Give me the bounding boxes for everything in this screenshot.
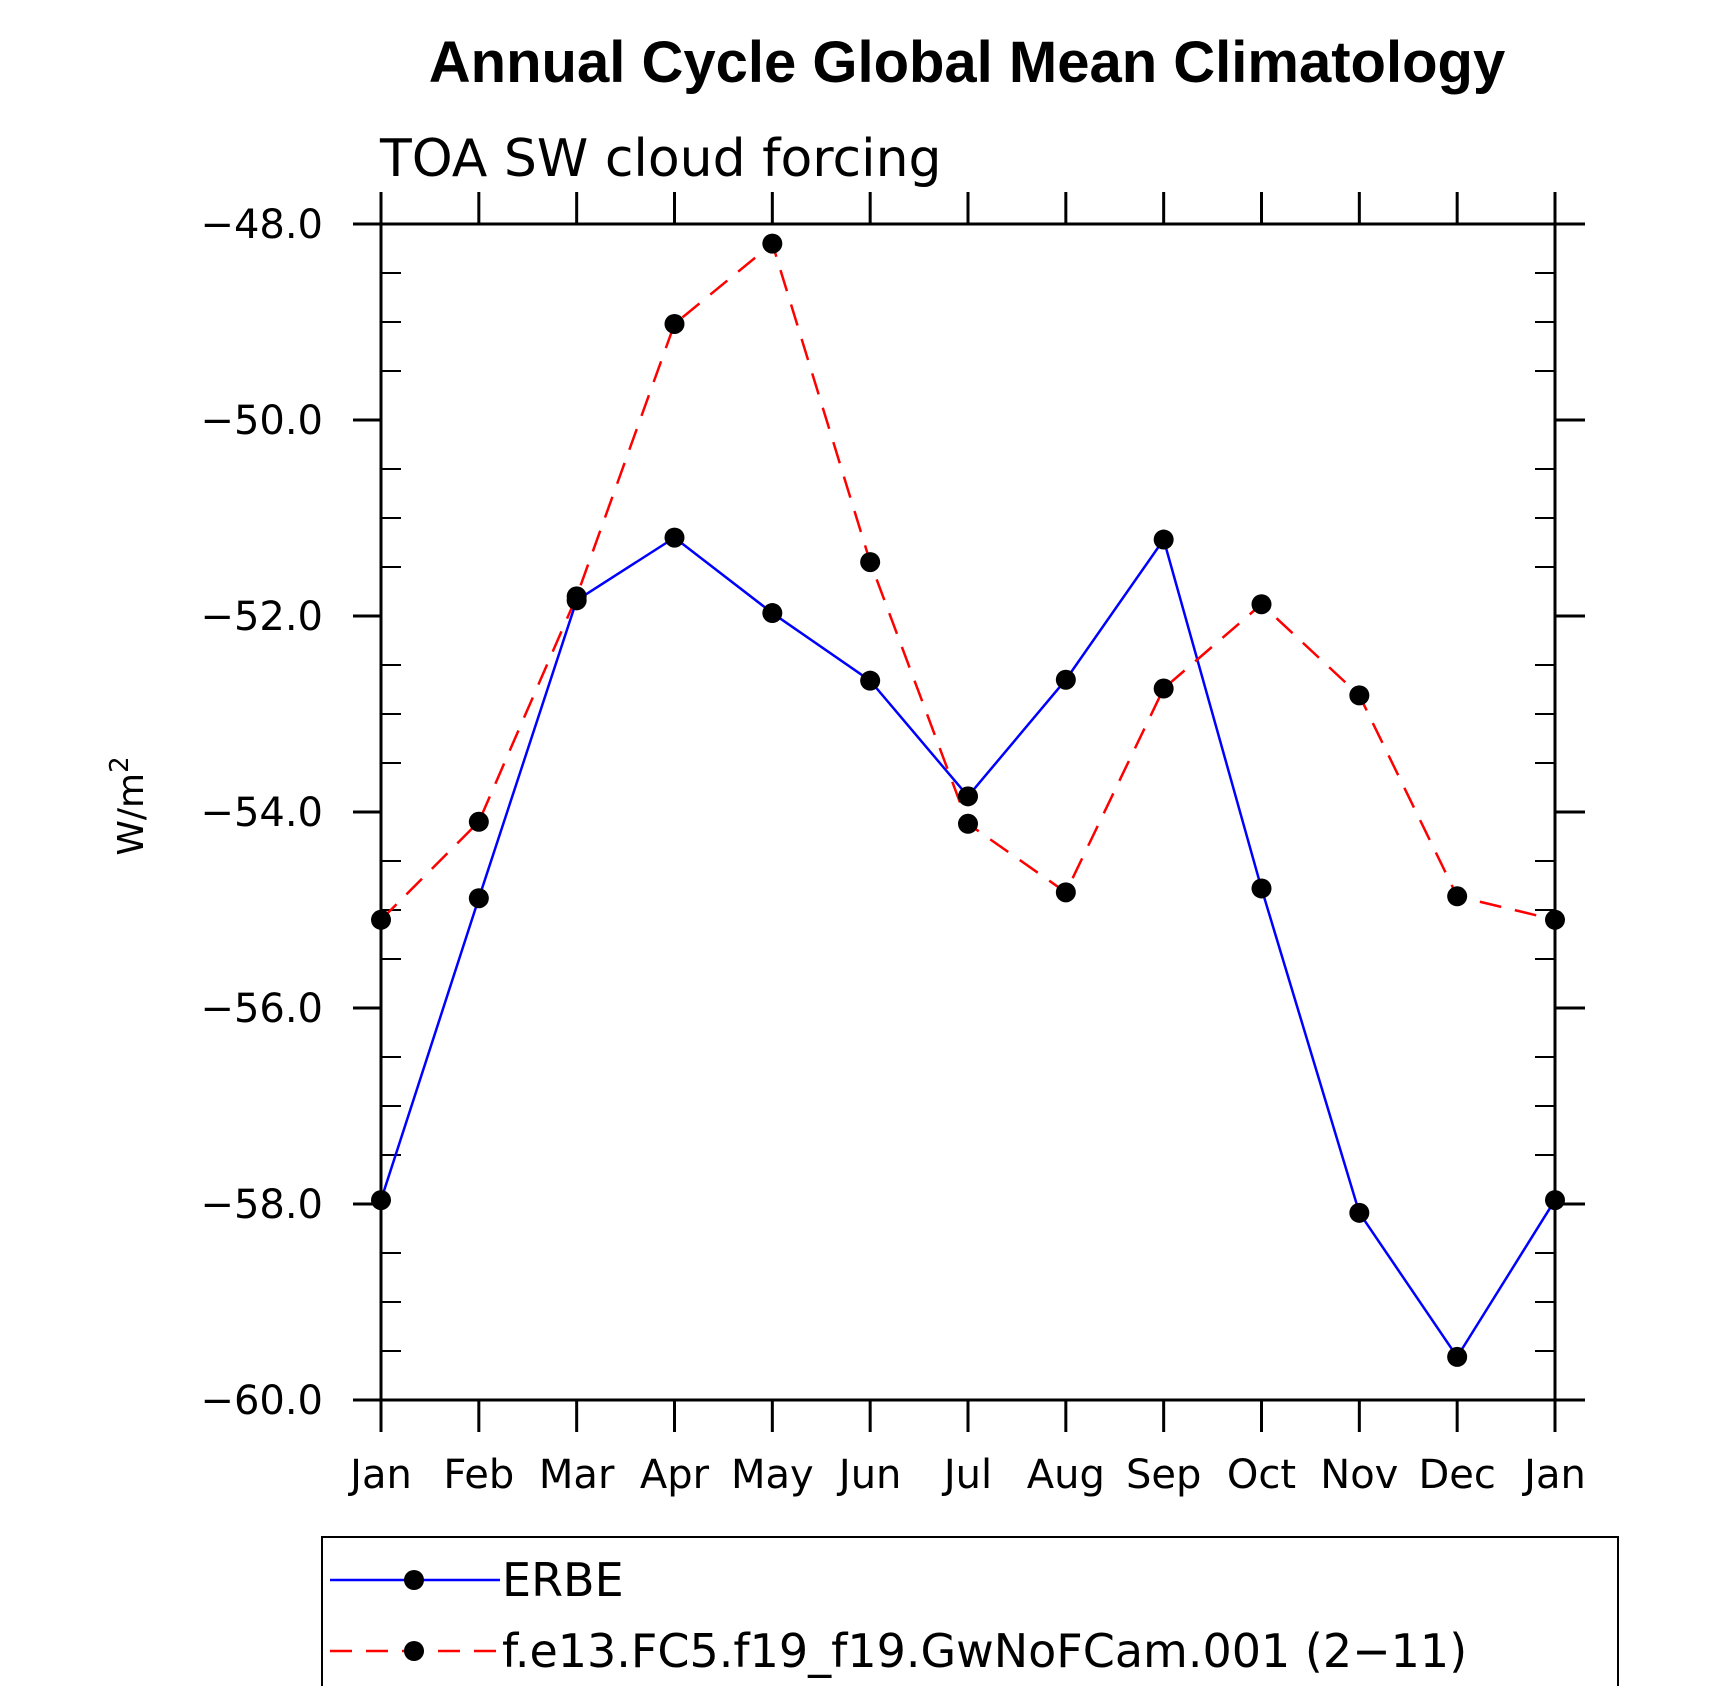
series-2-point [371,909,391,930]
y-axis-label-superscript: 2 [105,756,135,773]
series-2-point [1447,886,1468,907]
series-2-point [958,813,978,834]
x-tick-label: Sep [1126,1452,1201,1498]
chart-title: Annual Cycle Global Mean Climatology [429,30,1505,95]
y-tick-label: −52.0 [200,594,323,640]
chart-subtitle: TOA SW cloud forcing [379,129,942,189]
y-axis-label: W/m2 [105,756,152,855]
series-line-1 [379,536,1557,1360]
y-tick-label: −60.0 [200,1378,323,1424]
legend: ERBE f.e13.FC5.f19_f19.GwNoFCam.001 (2−11… [321,1536,1619,1686]
series-2-point [566,586,587,607]
series-1-point [1153,529,1174,550]
x-tick-label: May [731,1452,814,1498]
series-1-point [1349,1202,1370,1223]
legend-box [321,1536,1619,1686]
series-2-point [468,811,489,832]
series-1-point [468,888,489,909]
series-1-point [664,527,685,548]
y-tick-label: −58.0 [200,1182,323,1228]
series-1-point [762,603,783,624]
series-2-point [664,313,685,334]
x-tick-label: Jan [1521,1452,1586,1498]
y-tick-label: −48.0 [200,202,323,248]
x-tick-label: Jun [836,1452,902,1498]
series-1-point [371,1190,391,1211]
series-1-point [958,786,978,807]
y-tick-label: −54.0 [200,790,323,836]
series-2-point [1545,909,1565,930]
x-tick-label: Aug [1027,1452,1105,1498]
legend-marker-2 [404,1641,424,1661]
legend-label-2: f.e13.FC5.f19_f19.GwNoFCam.001 (2−11) [502,1624,1467,1678]
legend-label-1: ERBE [502,1553,624,1607]
series-layer [371,233,1565,1367]
x-tick-label: Apr [640,1452,710,1498]
axes: Jan Feb Mar Apr May Jun Jul Aug Sep Oct Nov Dec Jan−… [200,192,1586,1498]
legend-marker-1 [404,1570,424,1590]
series-2-point [762,233,783,254]
y-tick-label: −56.0 [200,986,323,1032]
series-2-point [1153,678,1174,699]
series-2-point [1251,594,1272,615]
plot-frame [379,222,1557,1402]
x-tick-label: Dec [1418,1452,1495,1498]
series-2-point [1349,685,1370,706]
x-tick-label: Oct [1227,1452,1296,1498]
series-1-point [860,670,881,691]
x-tick-label: Jul [941,1452,992,1498]
x-tick-label: Mar [539,1452,615,1498]
series-1-point [1447,1346,1468,1367]
x-tick-label: Nov [1320,1452,1398,1498]
series-2-point [860,552,881,573]
series-1-point [1545,1190,1565,1211]
x-tick-label: Jan [347,1452,412,1498]
x-tick-label: Feb [443,1452,514,1498]
y-axis-label-unit: W/m [111,773,152,856]
series-1-point [1251,878,1272,899]
series-1-point [1055,669,1076,690]
y-tick-label: −50.0 [200,398,323,444]
series-2-point [1055,882,1076,903]
